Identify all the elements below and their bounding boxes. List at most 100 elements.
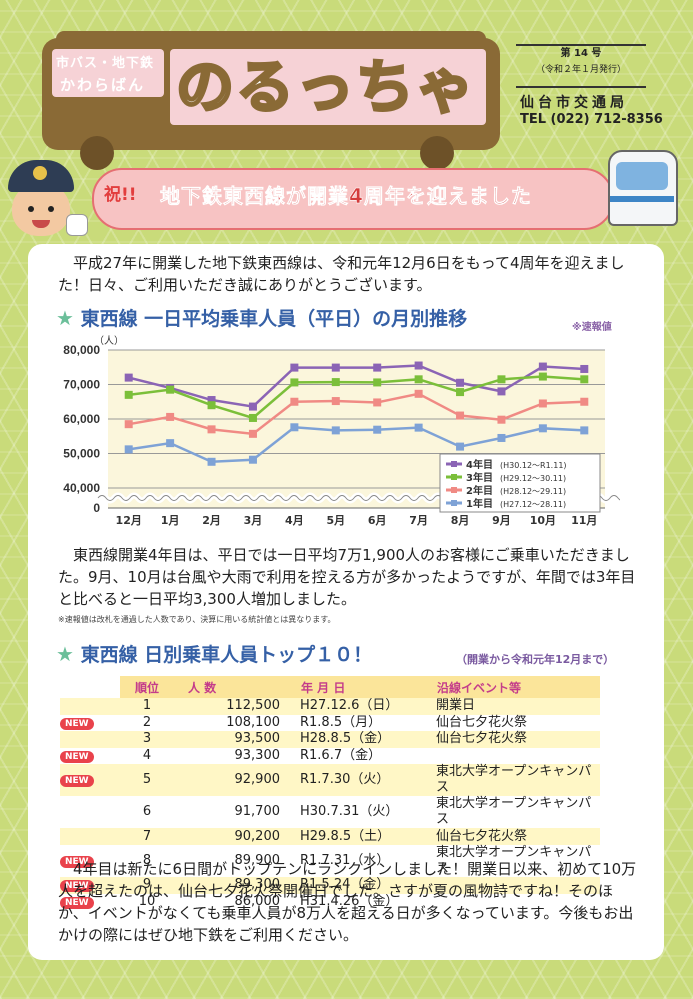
data-point xyxy=(497,415,506,424)
data-point xyxy=(248,455,257,464)
section2-note: （開業から令和元年12月まで） xyxy=(456,653,615,666)
event-cell: 仙台七夕花火祭 xyxy=(436,828,600,845)
data-point xyxy=(580,426,589,435)
star-icon: ★ xyxy=(56,306,74,330)
data-point xyxy=(456,411,465,420)
event-cell: 東北大学オープンキャンパス xyxy=(436,796,592,828)
legend-marker xyxy=(451,474,457,480)
legend-period: (H30.12～R1.11) xyxy=(500,461,567,470)
header-subtitle-top: 市バス・地下鉄 xyxy=(56,56,155,71)
series-line-4 xyxy=(128,425,585,464)
legend-name: 2年目 xyxy=(466,484,493,497)
x-tick-label: 3月 xyxy=(244,514,263,527)
new-badge-cell: NEW xyxy=(60,748,120,765)
train-window-icon xyxy=(616,162,668,190)
x-tick-label: 8月 xyxy=(451,514,470,527)
new-badge: NEW xyxy=(60,880,94,893)
event-cell xyxy=(436,876,600,894)
rank-cell: 8 xyxy=(142,852,152,868)
x-tick-label: 12月 xyxy=(116,514,142,527)
rank-cell: 10 xyxy=(138,893,156,909)
people-cell: 90,200 xyxy=(174,828,300,845)
new-badge-cell: NEW xyxy=(60,894,120,911)
data-point xyxy=(331,426,340,435)
data-point xyxy=(456,378,465,387)
newsletter-logo: のるっちゃ xyxy=(174,52,477,123)
data-point xyxy=(166,385,175,394)
event-cell: 開業日 xyxy=(436,698,600,715)
header-date: 年 月 日 xyxy=(300,676,436,698)
event-cell: 東北大学オープンキャンパス xyxy=(436,764,600,797)
event-cell: 東北大学オープンキャンパス xyxy=(436,844,592,876)
table-row: NEW 4 93,300 R1.6.7（金） xyxy=(60,748,600,765)
table-row: NEW 2 108,100 R1.8.5（月） 仙台七夕花火祭 xyxy=(60,715,600,732)
data-point xyxy=(497,433,506,442)
data-point xyxy=(207,425,216,434)
mascot-eye-icon xyxy=(48,206,54,212)
new-badge-cell: NEW xyxy=(60,715,120,732)
data-point xyxy=(456,442,465,451)
y-tick-label: 40,000 xyxy=(63,481,100,495)
event-cell: 仙台七夕花火祭 xyxy=(436,714,528,730)
x-tick-label: 6月 xyxy=(368,514,387,527)
table-row: NEW 10 86,000 H31.4.26（金） xyxy=(60,894,600,911)
y-tick-label: 70,000 xyxy=(63,378,100,392)
legend-marker xyxy=(451,500,457,506)
data-point xyxy=(207,457,216,466)
rank-cell: 2 xyxy=(142,714,152,730)
new-badge-cell xyxy=(60,828,120,845)
train-stripe-icon xyxy=(610,196,674,202)
star-icon: ★ xyxy=(56,642,74,666)
rank-cell: 7 xyxy=(120,828,174,845)
date-cell: R1.7.31（水） xyxy=(300,852,390,868)
new-badge-cell xyxy=(60,731,120,748)
event-cell: 仙台七夕花火祭 xyxy=(436,731,600,748)
y-tick-label: 0 xyxy=(93,501,100,515)
x-tick-label: 11月 xyxy=(571,514,597,527)
mascot-hat-badge-icon xyxy=(33,166,47,180)
top10-table: 順位 人 数 年 月 日 沿線イベント等 1 112,500 H27.12.6（日）… xyxy=(60,676,600,910)
data-point xyxy=(538,424,547,433)
new-badge-cell xyxy=(60,698,120,715)
data-point xyxy=(414,361,423,370)
table-row: NEW 5 92,900 R1.7.30（火） 東北大学オープンキャンパス xyxy=(60,764,600,797)
series-line-1 xyxy=(128,364,585,408)
rank-cell: 1 xyxy=(120,698,174,715)
new-badge-cell: NEW xyxy=(60,764,120,797)
new-badge-cell xyxy=(60,796,120,828)
legend-name: 1年目 xyxy=(466,497,493,510)
section2-heading: ★ 東西線 日別乗車人員トップ１０！ xyxy=(56,640,372,667)
section2-title: 東西線 日別乗車人員トップ１０！ xyxy=(80,644,373,666)
date-cell: H31.4.26（金） xyxy=(300,893,399,909)
data-point xyxy=(538,399,547,408)
header-subtitle-bottom: かわらばん xyxy=(60,76,146,94)
rank-cell: 4 xyxy=(142,748,152,764)
celebration-badge: 祝!! xyxy=(104,185,137,205)
legend-period: (H28.12～29.11) xyxy=(500,487,566,496)
data-point xyxy=(497,387,506,396)
table-row: 1 112,500 H27.12.6（日） 開業日 xyxy=(60,698,600,715)
closing-paragraph: 4年目は新たに6日間がトップテンにランクインしました！開業日以来、初めて10万人… xyxy=(58,860,637,944)
data-point xyxy=(290,378,299,387)
date-cell: R1.5.24（金） xyxy=(300,876,436,894)
header-event: 沿線イベント等 xyxy=(436,676,600,698)
table-header-row: 順位 人 数 年 月 日 沿線イベント等 xyxy=(60,676,600,698)
legend-period: (H29.12～30.11) xyxy=(500,474,566,483)
y-axis-unit: （人） xyxy=(94,335,124,347)
header-spacer xyxy=(60,676,120,698)
table-row: 6 91,700 H30.7.31（火） 東北大学オープンキャンパス xyxy=(60,796,600,828)
telephone-number: TEL (022) 712-8356 xyxy=(520,112,663,127)
data-point xyxy=(124,445,133,454)
data-point xyxy=(538,362,547,371)
new-badge: NEW xyxy=(60,751,94,764)
people-cell: 93,500 xyxy=(174,731,300,748)
data-point xyxy=(414,375,423,384)
data-point xyxy=(248,429,257,438)
y-tick-label: 80,000 xyxy=(63,343,100,357)
issue-number: 第 14 号 xyxy=(560,48,602,59)
chart-footnote: ※速報値は改札を通過した人数であり、決算に用いる統計値とは異なります。 xyxy=(58,615,336,624)
x-tick-label: 4月 xyxy=(285,514,304,527)
people-cell: 91,700 xyxy=(234,804,281,820)
x-tick-label: 5月 xyxy=(326,514,345,527)
rank-cell: 5 xyxy=(120,764,174,797)
